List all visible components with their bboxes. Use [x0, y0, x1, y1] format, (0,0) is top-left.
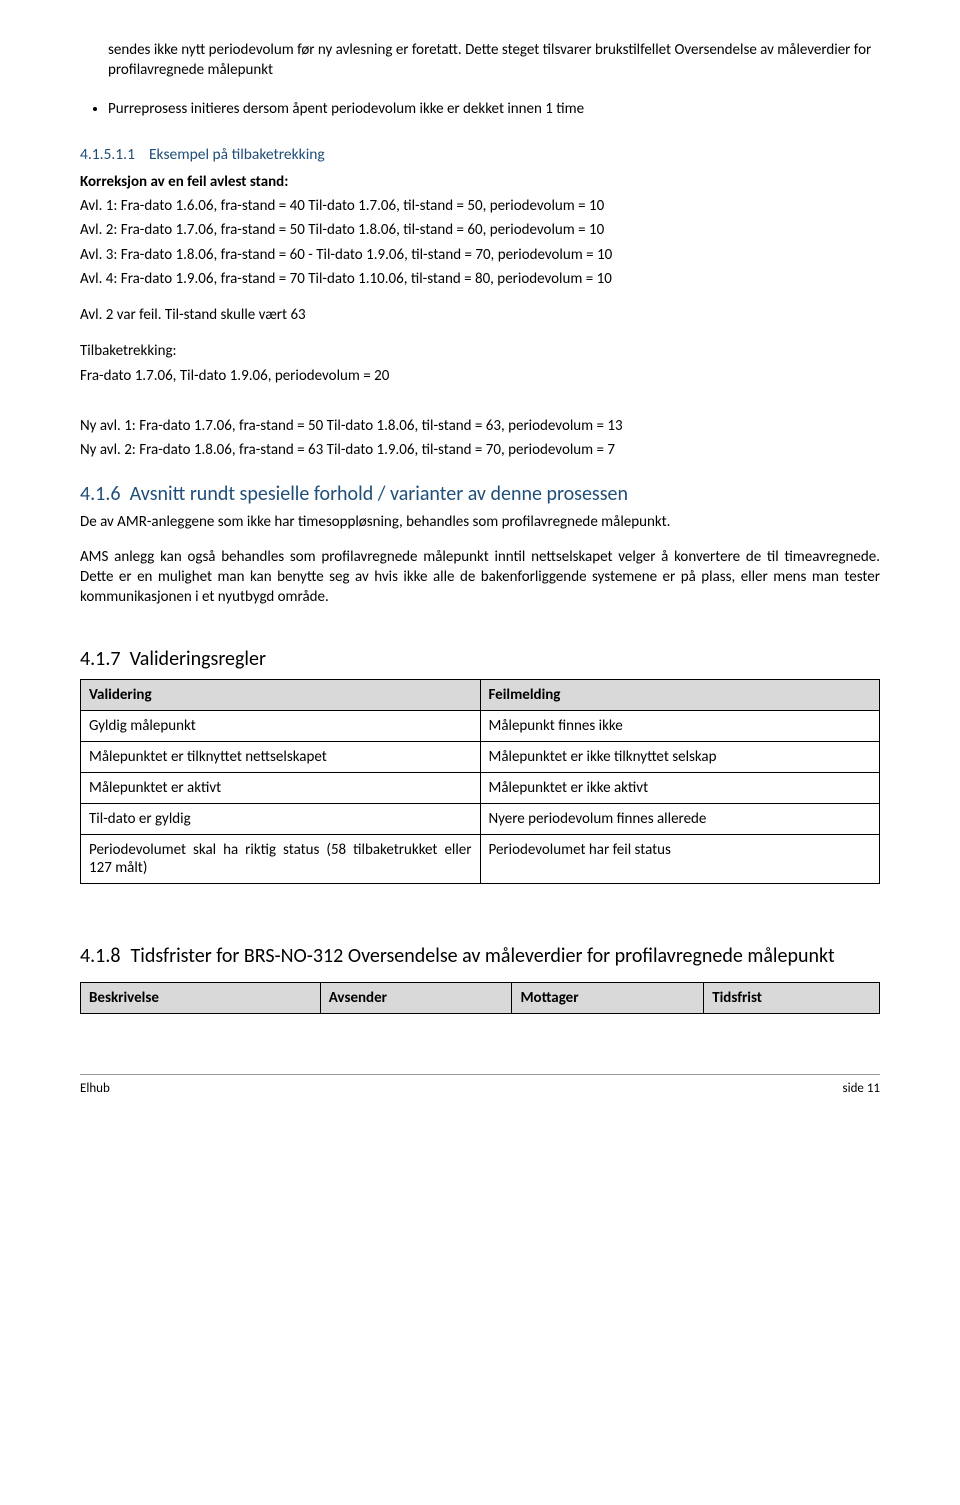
table-row: Målepunktet er aktivt Målepunktet er ikk… [81, 773, 880, 804]
table-cell: Målepunktet er aktivt [81, 773, 481, 804]
paragraph: De av AMR-anleggene som ikke har timesop… [80, 512, 880, 532]
error-line: Avl. 2 var feil. Til-stand skulle vært 6… [80, 305, 880, 325]
table-cell: Periodevolumet skal ha riktig status (58… [81, 835, 481, 884]
avl-line: Avl. 3: Fra-dato 1.8.06, fra-stand = 60 … [80, 245, 880, 265]
deadlines-table: Beskrivelse Avsender Mottager Tidsfrist [80, 982, 880, 1014]
table-row: Gyldig målepunkt Målepunkt finnes ikke [81, 711, 880, 742]
section-number: 4.1.6 [80, 482, 121, 506]
withdrawal-line: Fra-dato 1.7.06, Til-dato 1.9.06, period… [80, 366, 880, 386]
footer-right: side 11 [843, 1081, 880, 1096]
footer-left: Elhub [80, 1081, 110, 1096]
withdrawal-heading: Tilbaketrekking: [80, 341, 880, 361]
section-title: Eksempel på tilbaketrekking [149, 145, 325, 164]
table-cell: Gyldig målepunkt [81, 711, 481, 742]
table-row: Målepunktet er tilknyttet nettselskapet … [81, 742, 880, 773]
table-cell: Målepunktet er ikke tilknyttet selskap [480, 742, 880, 773]
section-4-1-5-1-1-heading: 4.1.5.1.1 Eksempel på tilbaketrekking [80, 145, 880, 164]
section-title: Avsnitt rundt spesielle forhold / varian… [130, 482, 628, 506]
table-header: Feilmelding [480, 680, 880, 711]
paragraph: AMS anlegg kan også behandles som profil… [80, 547, 880, 608]
table-header: Validering [81, 680, 481, 711]
table-header: Beskrivelse [81, 983, 321, 1014]
table-cell: Målepunktet er tilknyttet nettselskapet [81, 742, 481, 773]
table-header: Avsender [320, 983, 512, 1014]
table-cell: Målepunktet er ikke aktivt [480, 773, 880, 804]
intro-bullets: Purreprosess initieres dersom åpent peri… [80, 99, 880, 119]
section-title: Tidsfrister for BRS-NO-312 Oversendelse … [131, 944, 835, 968]
section-number: 4.1.7 [80, 647, 121, 671]
section-title: Valideringsregler [130, 647, 266, 671]
avl-line: Avl. 4: Fra-dato 1.9.06, fra-stand = 70 … [80, 269, 880, 289]
table-header-row: Beskrivelse Avsender Mottager Tidsfrist [81, 983, 880, 1014]
avl-line: Avl. 2: Fra-dato 1.7.06, fra-stand = 50 … [80, 220, 880, 240]
page-footer: Elhub side 11 [80, 1074, 880, 1096]
table-header: Tidsfrist [704, 983, 880, 1014]
table-row: Periodevolumet skal ha riktig status (58… [81, 835, 880, 884]
table-row: Til-dato er gyldig Nyere periodevolum fi… [81, 804, 880, 835]
correction-heading: Korreksjon av en feil avlest stand: [80, 172, 880, 192]
table-cell: Målepunkt finnes ikke [480, 711, 880, 742]
avl-line: Avl. 1: Fra-dato 1.6.06, fra-stand = 40 … [80, 196, 880, 216]
section-4-1-6-heading: 4.1.6 Avsnitt rundt spesielle forhold / … [80, 482, 880, 506]
table-header-row: Validering Feilmelding [81, 680, 880, 711]
new-avl-line: Ny avl. 2: Fra-dato 1.8.06, fra-stand = … [80, 440, 880, 460]
intro-line: sendes ikke nytt periodevolum før ny avl… [108, 40, 880, 81]
table-cell: Periodevolumet har feil status [480, 835, 880, 884]
table-cell: Nyere periodevolum finnes allerede [480, 804, 880, 835]
new-avl-line: Ny avl. 1: Fra-dato 1.7.06, fra-stand = … [80, 416, 880, 436]
table-header: Mottager [512, 983, 704, 1014]
bullet-item: Purreprosess initieres dersom åpent peri… [108, 99, 880, 119]
section-4-1-7-heading: 4.1.7 Valideringsregler [80, 647, 880, 671]
table-cell: Til-dato er gyldig [81, 804, 481, 835]
section-4-1-8-heading: 4.1.8 Tidsfrister for BRS-NO-312 Oversen… [80, 944, 880, 968]
validation-table: Validering Feilmelding Gyldig målepunkt … [80, 679, 880, 884]
section-number: 4.1.8 [80, 944, 121, 968]
section-number: 4.1.5.1.1 [80, 145, 135, 164]
